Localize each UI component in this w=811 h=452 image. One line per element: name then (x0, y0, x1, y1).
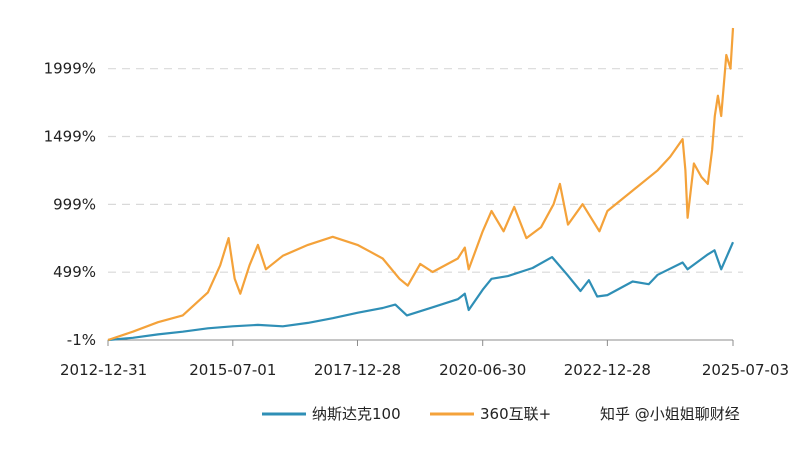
x-tick-label: 2017-12-28 (314, 361, 401, 379)
x-tick-label: 2015-07-01 (189, 361, 276, 379)
series-line-0 (107, 241, 735, 342)
x-tick-label: 2025-07-03 (702, 361, 789, 379)
y-tick-label: 499% (53, 263, 96, 281)
x-tick-label: 2022-12-28 (564, 361, 651, 379)
y-tick-label: -1% (67, 331, 96, 349)
y-tick-label: 999% (53, 195, 96, 213)
watermark-text: 知乎 @小姐姐聊财经 (600, 405, 740, 423)
series-line-1 (107, 27, 735, 342)
grid-layer (108, 68, 743, 273)
y-tick-label: 1499% (44, 128, 96, 146)
legend: 纳斯达克100 360互联+ 知乎 @小姐姐聊财经 (262, 405, 740, 423)
axis-layer: -1% 499% 999% 1499% 1999% 2012-12-31 2015-07-0… (44, 60, 789, 379)
x-tick-label: 2020-06-30 (439, 361, 526, 379)
y-tick-label: 1999% (44, 60, 96, 78)
legend-label-0: 纳斯达克100 (312, 405, 401, 423)
legend-label-1: 360互联+ (480, 405, 551, 423)
x-tick-label: 2012-12-31 (60, 361, 147, 379)
series-layer (107, 27, 735, 342)
